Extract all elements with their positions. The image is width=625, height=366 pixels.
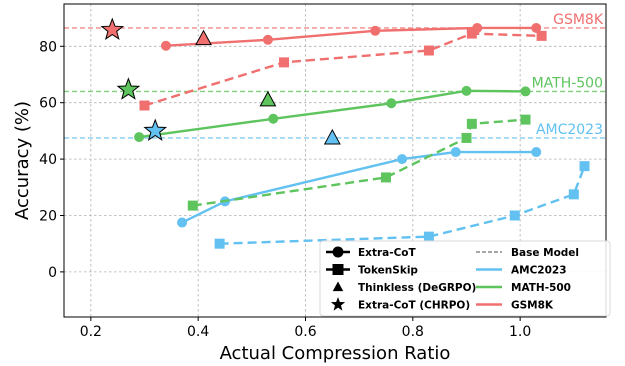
point-extra-cot-gsm8k-2 bbox=[370, 25, 381, 36]
point-extra-cot-math-500-3 bbox=[461, 85, 472, 96]
point-tokenskip-amc2023-2 bbox=[509, 210, 520, 221]
series-extra-cot-amc2023 bbox=[177, 147, 542, 228]
legend-box bbox=[319, 240, 611, 317]
legend-label-math-500: MATH-500 bbox=[511, 282, 571, 294]
series-line-extra-cot-amc2023 bbox=[181, 150, 537, 224]
baseline-label-math-500: MATH-500 bbox=[532, 75, 603, 91]
legend-label-base-model: Base Model bbox=[511, 247, 579, 259]
point-tokenskip-amc2023-3 bbox=[568, 189, 579, 200]
baseline-label-amc2023: AMC2023 bbox=[536, 122, 603, 138]
series-line-tokenskip-math-500 bbox=[192, 118, 526, 207]
point-thinkless-degrpo-amc2023 bbox=[323, 128, 341, 145]
point-extra-cot-gsm8k-0 bbox=[160, 40, 171, 51]
x-tick-label-0-6: 0.6 bbox=[294, 324, 316, 340]
tick-layer: 0.2 0.4 0.6 0.8 1.0 0 20 40 60 80 bbox=[39, 39, 531, 340]
x-tick-label-0-2: 0.2 bbox=[80, 324, 102, 340]
point-extra-cot-math-500-2 bbox=[386, 98, 397, 109]
y-tick-label-60: 60 bbox=[39, 96, 57, 112]
point-tokenskip-gsm8k-4 bbox=[536, 30, 547, 41]
point-extra-cot-math-500-1 bbox=[268, 113, 279, 124]
point-tokenskip-math-500-2 bbox=[461, 132, 472, 143]
point-extra-cot-chrpo-amc2023 bbox=[143, 118, 168, 141]
point-extra-cot-amc2023-3 bbox=[450, 147, 461, 158]
x-tick-label-0-8: 0.8 bbox=[402, 324, 424, 340]
point-tokenskip-math-500-1 bbox=[380, 172, 391, 183]
point-layer bbox=[100, 17, 341, 145]
point-extra-cot-chrpo-gsm8k bbox=[100, 17, 125, 40]
y-axis-title: Accuracy (%) bbox=[12, 101, 33, 220]
legend-marker-thinkless-degrpo bbox=[332, 281, 344, 292]
point-extra-cot-math-500-4 bbox=[520, 86, 531, 97]
point-tokenskip-gsm8k-3 bbox=[466, 28, 477, 39]
legend-label-extra-cot-chrpo: Extra-CoT (CHRPO) bbox=[358, 300, 470, 312]
point-thinkless-degrpo-gsm8k bbox=[195, 29, 212, 46]
point-extra-cot-gsm8k-4 bbox=[531, 22, 542, 33]
y-tick-label-40: 40 bbox=[39, 152, 57, 168]
legend-marker-extra-cot-chrpo bbox=[330, 297, 346, 311]
point-tokenskip-math-500-4 bbox=[520, 114, 531, 125]
legend-label-thinkless-degrpo: Thinkless (DeGRPO) bbox=[358, 282, 476, 294]
point-extra-cot-math-500-0 bbox=[134, 132, 145, 143]
x-axis-title: Actual Compression Ratio bbox=[220, 343, 451, 364]
point-tokenskip-amc2023-0 bbox=[214, 238, 225, 249]
point-extra-cot-amc2023-4 bbox=[531, 147, 542, 158]
y-tick-label-80: 80 bbox=[39, 39, 57, 55]
point-tokenskip-amc2023-4 bbox=[579, 161, 590, 172]
legend-marker-extra-cot bbox=[332, 246, 344, 258]
point-thinkless-degrpo-math-500 bbox=[259, 90, 277, 107]
point-tokenskip-math-500-3 bbox=[466, 118, 477, 129]
legend-marker-tokenskip bbox=[332, 264, 344, 275]
series-line-tokenskip-amc2023 bbox=[219, 165, 586, 245]
x-tick-label-1-0: 1.0 bbox=[509, 324, 531, 340]
series-extra-cot-gsm8k bbox=[160, 22, 542, 51]
point-tokenskip-math-500-0 bbox=[187, 200, 198, 211]
point-extra-cot-amc2023-0 bbox=[177, 217, 188, 228]
point-tokenskip-gsm8k-1 bbox=[279, 57, 290, 68]
series-tokenskip-math-500 bbox=[187, 114, 531, 211]
series-extra-cot-math-500 bbox=[134, 85, 531, 143]
y-tick-label-0: 0 bbox=[48, 265, 57, 281]
point-extra-cot-gsm8k-1 bbox=[262, 34, 273, 45]
x-tick-label-0-4: 0.4 bbox=[187, 324, 209, 340]
point-tokenskip-gsm8k-0 bbox=[139, 100, 150, 111]
y-tick-label-20: 20 bbox=[39, 208, 57, 224]
point-extra-cot-chrpo-math-500 bbox=[116, 77, 141, 100]
legend-label-extra-cot: Extra-CoT bbox=[358, 247, 417, 259]
legend-label-gsm8k: GSM8K bbox=[511, 300, 554, 312]
point-extra-cot-amc2023-2 bbox=[397, 154, 408, 165]
legend-label-tokenskip: TokenSkip bbox=[358, 265, 418, 277]
series-tokenskip-gsm8k bbox=[139, 28, 547, 111]
baseline-label-gsm8k: GSM8K bbox=[553, 12, 604, 28]
point-tokenskip-amc2023-1 bbox=[423, 231, 434, 242]
series-tokenskip-amc2023 bbox=[214, 161, 590, 249]
legend-label-amc2023: AMC2023 bbox=[511, 265, 567, 277]
plot-frame bbox=[63, 3, 607, 318]
legend: Extra-CoT TokenSkip Thinkless (DeGRPO) Extr… bbox=[319, 240, 611, 317]
series-layer bbox=[134, 22, 590, 249]
point-tokenskip-gsm8k-2 bbox=[423, 45, 434, 56]
